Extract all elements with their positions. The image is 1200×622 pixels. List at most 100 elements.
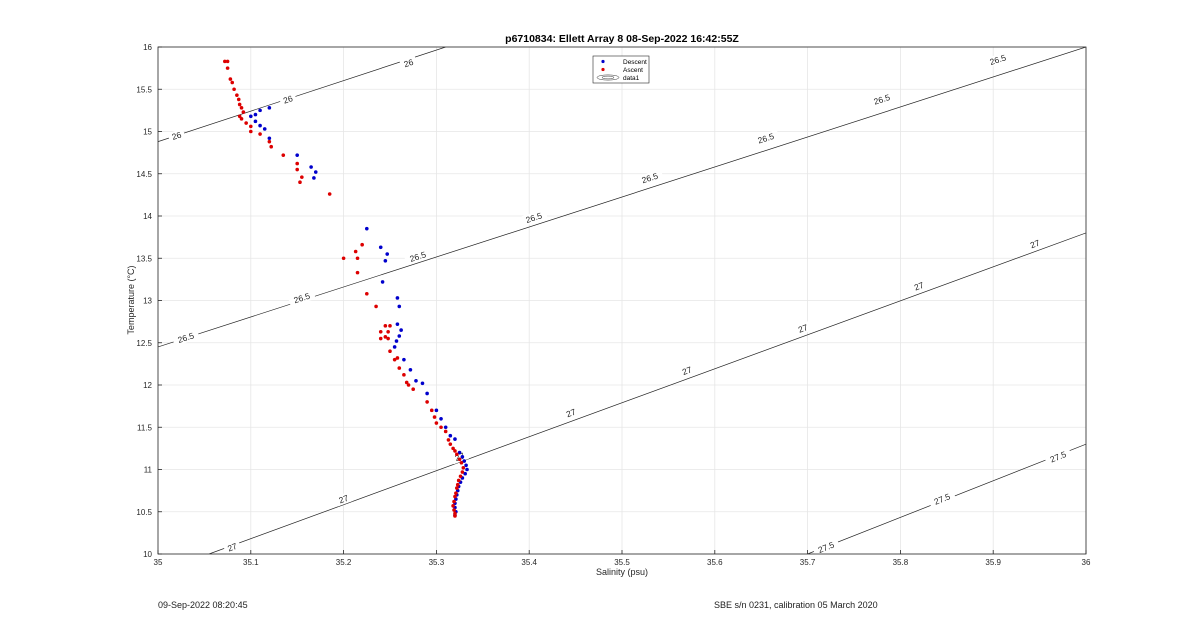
ascent-point [461, 466, 466, 470]
ascent-point [355, 270, 360, 275]
y-tick-label: 12 [143, 381, 152, 390]
descent-point [453, 437, 457, 441]
ascent-point [451, 446, 455, 451]
ascent-point [383, 324, 388, 328]
descent-point [397, 304, 402, 309]
legend-entry-descent: Descent [623, 59, 647, 66]
descent-point [365, 226, 369, 231]
descent-point [267, 136, 272, 141]
contour-label-bg [561, 405, 581, 421]
legend: Descent Ascent data1 [592, 55, 650, 84]
contour-label-27: 27 [226, 541, 239, 554]
legend-descent-marker [601, 59, 605, 64]
ascent-point [392, 357, 397, 362]
x-tick-label: 35.5 [614, 558, 630, 567]
contour-label-26.5: 26.5 [408, 249, 427, 264]
ascent-point [388, 324, 392, 328]
contour-label-26.5: 26.5 [872, 92, 891, 107]
y-axis-label: Temperature (°C) [126, 265, 136, 334]
ascent-point [341, 256, 346, 261]
ascent-point [432, 415, 437, 419]
contour-label-26.5: 26.5 [756, 131, 775, 146]
ascent-point [232, 87, 236, 92]
contour-label-27: 27 [1029, 237, 1042, 250]
descent-point [253, 112, 258, 117]
descent-point [313, 170, 318, 174]
descent-point [425, 391, 429, 396]
descent-point [402, 357, 406, 362]
descent-point [295, 153, 300, 157]
contour-label-bg [403, 247, 432, 266]
ascent-point [225, 59, 230, 64]
y-tick-label: 14.5 [136, 170, 152, 179]
ascent-point [378, 336, 383, 341]
ascent-point [244, 121, 248, 125]
contour-labels: 26 26 26 26.5 26.5 26.5 26.5 26.5 26.5 26.5 26.5 27… [167, 50, 1073, 557]
x-tick-label: 35.4 [521, 558, 537, 567]
legend-entry-ascent: Ascent [623, 67, 643, 74]
ascent-point [228, 77, 233, 81]
ascent-point [439, 425, 443, 430]
descent-point [309, 165, 313, 169]
ascent-point [453, 514, 457, 518]
descent-point [383, 258, 388, 263]
descent-point [380, 280, 385, 284]
ascent-point [456, 478, 461, 483]
ascent-point [386, 329, 390, 334]
ascent-point [457, 457, 462, 462]
ascent-point [453, 511, 457, 516]
ascent-point [239, 117, 244, 121]
ascent-point [249, 129, 253, 134]
ascent-point [225, 66, 230, 70]
x-tick-label: 35.3 [429, 558, 445, 567]
ascent-point [453, 494, 457, 499]
ascent-point [258, 132, 262, 136]
contour-label-bg [751, 129, 780, 148]
ascent-point [267, 139, 272, 144]
contour-label-27: 27 [913, 280, 926, 293]
x-tick-label: 35.8 [893, 558, 909, 567]
ascent-point [411, 387, 416, 392]
ascent-point [360, 242, 364, 247]
x-axis-label: Salinity (psu) [596, 567, 648, 577]
descent-point [378, 245, 383, 250]
y-tick-label: 13.5 [136, 254, 152, 263]
descent-point [262, 127, 267, 131]
legend-contour-marker-inner [601, 75, 615, 80]
ascent-point [327, 192, 332, 196]
descent-point [414, 378, 418, 383]
descent-point [258, 123, 262, 128]
y-axis-ticks: 10 10.5 11 11.5 12 12.5 13 13.5 14 14.5 15 15.5 16 [136, 43, 162, 559]
descent-point [462, 459, 467, 463]
contour-label-bg [1044, 447, 1073, 467]
descent-point [385, 252, 390, 256]
ascent-point [448, 442, 453, 446]
ascent-point [378, 329, 383, 334]
ascent-point [455, 482, 460, 487]
ascent-point [459, 460, 464, 465]
ascent-point [365, 291, 369, 296]
x-tick-label: 35.9 [985, 558, 1001, 567]
descent-point [463, 471, 467, 476]
contour-label-bg [677, 363, 697, 379]
contour-label-26: 26 [403, 57, 415, 70]
contour-label-bg [171, 328, 200, 347]
contour-label-26.5: 26.5 [292, 291, 311, 306]
descent-point [258, 108, 262, 113]
ascent-point [458, 474, 463, 479]
footer-calibration: SBE s/n 0231, calibration 05 March 2020 [714, 600, 878, 610]
contour-label-27: 27 [797, 322, 810, 335]
descent-point [434, 408, 439, 413]
ascent-point [230, 80, 235, 85]
descent-point [420, 381, 425, 386]
ascent-point [455, 486, 459, 490]
contour-label-bg [223, 539, 242, 555]
y-tick-label: 12.5 [136, 339, 152, 348]
ascent-point [241, 110, 246, 114]
contour-line-26 [158, 47, 446, 142]
contour-label-26.5: 26.5 [988, 52, 1007, 67]
y-tick-label: 15 [143, 128, 152, 137]
descent-point [395, 322, 400, 326]
contour-label-bg [167, 128, 186, 143]
x-tick-label: 35.2 [336, 558, 352, 567]
